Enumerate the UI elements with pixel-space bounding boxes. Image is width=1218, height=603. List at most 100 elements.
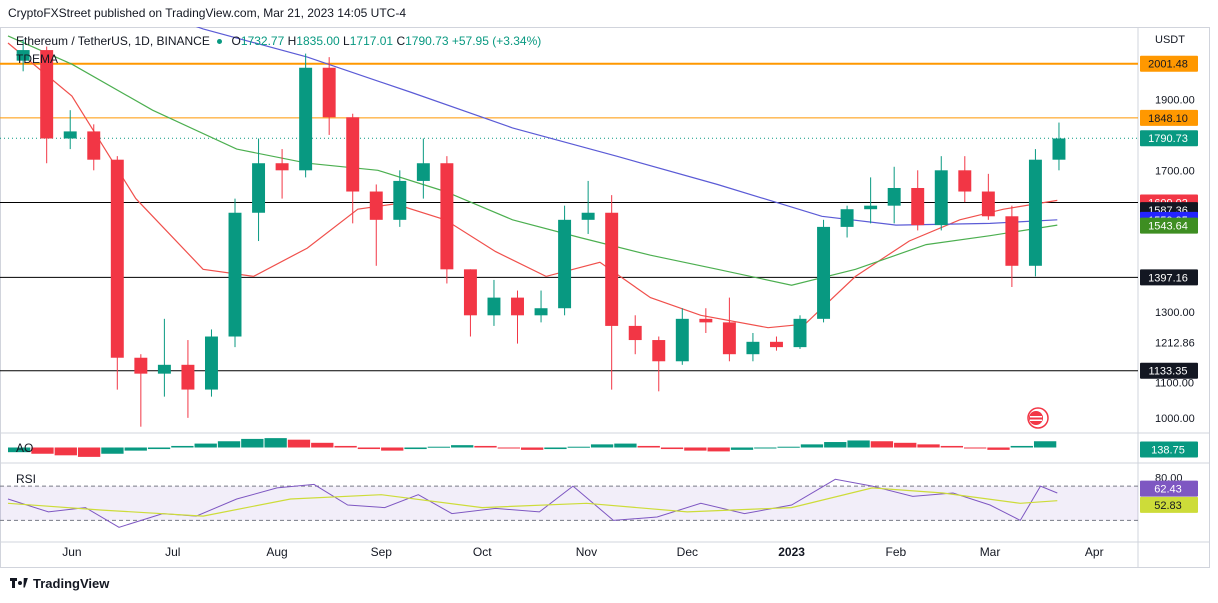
tradingview-logo-icon — [10, 577, 28, 590]
candle-body — [934, 170, 948, 226]
ao-legend[interactable]: AO — [16, 441, 34, 455]
x-tick-label: Jun — [62, 545, 81, 559]
candle-body — [134, 357, 148, 374]
publisher-text: CryptoFXStreet published on TradingView.… — [8, 6, 406, 20]
ema-line — [7, 42, 1058, 329]
ao-value-badge-text: 138.75 — [1151, 445, 1185, 457]
ao-bar — [660, 447, 684, 450]
level-badge-text: 1397.16 — [1148, 272, 1188, 284]
x-tick-label: 2023 — [778, 545, 805, 559]
grid — [0, 27, 1210, 568]
ao-bar — [427, 446, 451, 448]
high-label: H — [287, 34, 297, 48]
level-badge-bg — [1140, 269, 1198, 286]
level-badge: 1397.16 — [1140, 269, 1198, 286]
rsi-ma-badge-text: 52.83 — [1154, 500, 1182, 512]
candle-body — [840, 209, 854, 227]
ao-bar — [77, 447, 101, 457]
rsi-value-badge: 62.43 — [1140, 480, 1198, 497]
candle-body — [1028, 159, 1042, 266]
x-tick-label: Apr — [1085, 545, 1104, 559]
candle-body — [228, 212, 242, 337]
change-value: +57.95 (+3.34%) — [451, 34, 542, 48]
candle-body — [487, 297, 501, 316]
symbol-legend[interactable]: Ethereum / TetherUS, 1D, BINANCE O1732.7… — [16, 34, 541, 48]
rsi-value-badge-bg — [1140, 480, 1198, 497]
x-tick-label: Oct — [473, 545, 492, 559]
ao-bar — [124, 447, 147, 451]
candle-body — [722, 322, 736, 355]
ao-bar — [590, 444, 614, 448]
rsi-ma-line — [7, 487, 1058, 517]
candle-body — [793, 318, 807, 348]
currency-label[interactable]: USDT — [1155, 34, 1185, 46]
candle-body — [746, 341, 760, 355]
candle-body — [40, 50, 54, 139]
price-badge-text: 1543.64 — [1148, 221, 1188, 233]
low-label: L — [343, 34, 350, 48]
x-tick-label: Aug — [266, 545, 287, 559]
ao-bar — [194, 443, 217, 448]
ao-bar — [497, 447, 520, 449]
candle-body — [958, 170, 972, 192]
ao-bar — [101, 447, 124, 454]
level-badge: 1133.35 — [1140, 362, 1198, 379]
candle-body — [252, 163, 266, 213]
candle-body — [675, 318, 689, 362]
candle-body — [511, 297, 524, 316]
candle-body — [1005, 216, 1019, 266]
price-chart[interactable]: 1900.00 1700.00 1300.00 1212.86 1100.00 1000.… — [0, 27, 1210, 568]
candle-body — [204, 336, 218, 390]
candle-body — [864, 205, 878, 210]
axes: 1900.00 1700.00 1300.00 1212.86 1100.00 1000.… — [62, 95, 1195, 559]
rsi-pane — [0, 478, 1138, 528]
x-tick-label: Mar — [980, 545, 1001, 559]
ao-bar — [520, 447, 544, 450]
candle-body — [393, 180, 407, 220]
level-badge: 1848.10 — [1140, 109, 1198, 126]
currency-flag-icon-stripe — [1030, 419, 1042, 421]
candle-body — [981, 191, 995, 217]
x-tick-label: Nov — [576, 545, 597, 559]
tdema-legend[interactable]: TDEMA — [16, 52, 58, 66]
level-badge-text: 2001.48 — [1148, 59, 1188, 71]
open-label: O — [231, 34, 241, 48]
candle-body — [87, 131, 101, 160]
rsi-ma-badge-bg — [1140, 496, 1198, 513]
x-tick-label: Jul — [165, 545, 180, 559]
ao-bar — [241, 438, 264, 448]
rsi-legend[interactable]: RSI — [16, 472, 37, 486]
ao-bar — [357, 447, 381, 450]
candle-body — [652, 340, 666, 362]
high-value: 1835.00 — [296, 34, 340, 48]
ao-bar — [544, 447, 567, 450]
ao-bar — [987, 447, 1010, 450]
candle-body — [463, 269, 477, 316]
ao-bar — [894, 442, 917, 448]
candle-body — [769, 341, 783, 348]
rsi-band — [0, 486, 1138, 521]
x-tick-label: Dec — [677, 545, 698, 559]
open-value: 1732.77 — [240, 34, 285, 48]
ao-bar — [404, 447, 427, 450]
close-label: C — [396, 34, 406, 48]
symbol-name[interactable]: Ethereum / TetherUS, 1D, BINANCE — [16, 34, 210, 48]
ao-value-badge-bg — [1140, 441, 1198, 458]
ao-bar — [381, 447, 404, 451]
level-badge-bg — [1140, 362, 1198, 379]
ao-bar — [217, 441, 241, 448]
candle-body — [440, 163, 454, 270]
level-badge-bg — [1140, 55, 1198, 72]
currency-flag-icon-fill — [1029, 411, 1043, 425]
ao-bar — [940, 445, 964, 448]
tradingview-footer[interactable]: TradingView — [10, 576, 109, 591]
ao-bar — [31, 447, 54, 454]
candle-body — [416, 163, 430, 181]
level-badge-text: 1848.10 — [1148, 113, 1188, 125]
ao-value-badge: 138.75 — [1140, 441, 1198, 458]
candle-body — [369, 191, 383, 220]
rsi-ma-badge: 52.83 — [1140, 496, 1198, 513]
ao-bar — [1033, 441, 1057, 448]
currency-flag-icon — [1027, 407, 1049, 429]
candle-body — [1052, 138, 1066, 160]
